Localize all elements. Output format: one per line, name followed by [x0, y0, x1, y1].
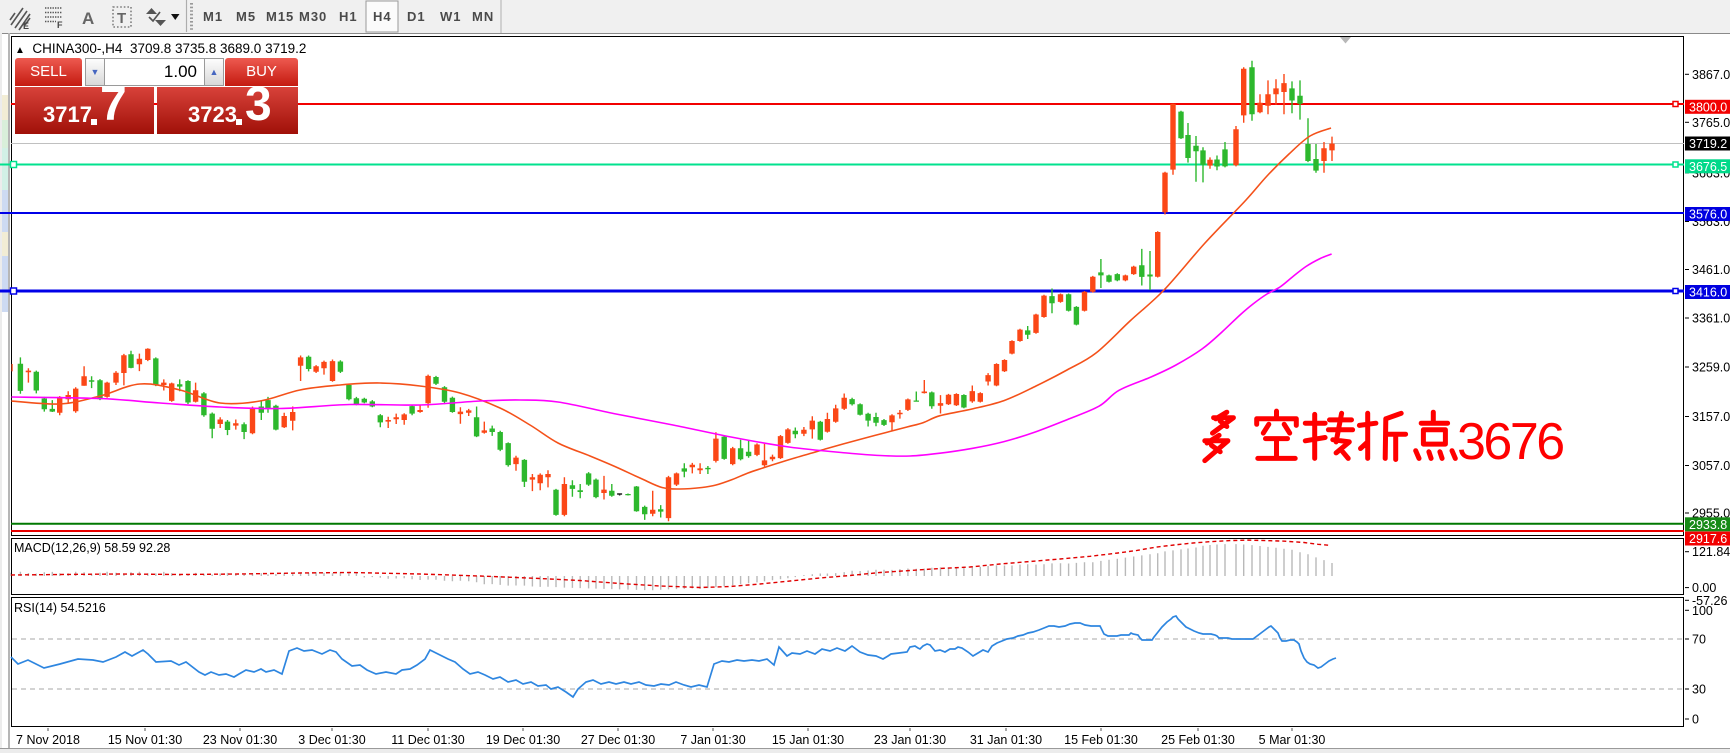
svg-text:A: A: [82, 9, 94, 28]
svg-text:E: E: [23, 21, 29, 31]
svg-text:121.84: 121.84: [1692, 545, 1730, 559]
svg-text:0.00: 0.00: [1692, 581, 1716, 595]
svg-text:3719.2: 3719.2: [1689, 137, 1727, 151]
svg-text:7 Nov 2018: 7 Nov 2018: [16, 733, 80, 747]
svg-text:T: T: [117, 10, 126, 27]
svg-text:2917.6: 2917.6: [1689, 532, 1727, 546]
svg-text:27 Dec 01:30: 27 Dec 01:30: [581, 733, 655, 747]
svg-text:15 Jan 01:30: 15 Jan 01:30: [772, 733, 844, 747]
svg-text:0: 0: [1692, 713, 1699, 727]
svg-text:3765.0: 3765.0: [1692, 116, 1730, 130]
svg-text:3676: 3676: [1457, 413, 1563, 471]
svg-text:23 Nov 01:30: 23 Nov 01:30: [203, 733, 277, 747]
svg-text:15 Feb 01:30: 15 Feb 01:30: [1064, 733, 1138, 747]
svg-text:25 Feb 01:30: 25 Feb 01:30: [1161, 733, 1235, 747]
svg-text:11 Dec 01:30: 11 Dec 01:30: [391, 733, 464, 747]
svg-text:-57.26: -57.26: [1692, 594, 1727, 608]
svg-text:3157.0: 3157.0: [1692, 410, 1730, 424]
svg-text:3 Dec 01:30: 3 Dec 01:30: [298, 733, 365, 747]
svg-text:5 Mar 01:30: 5 Mar 01:30: [1259, 733, 1326, 747]
svg-text:70: 70: [1692, 633, 1706, 647]
svg-text:15 Nov 01:30: 15 Nov 01:30: [108, 733, 182, 747]
svg-text:3800.0: 3800.0: [1689, 100, 1727, 114]
svg-text:3867.0: 3867.0: [1692, 68, 1730, 82]
svg-text:3259.0: 3259.0: [1692, 361, 1730, 375]
svg-text:2933.8: 2933.8: [1689, 518, 1727, 532]
svg-text:19 Dec 01:30: 19 Dec 01:30: [486, 733, 560, 747]
svg-text:3461.0: 3461.0: [1692, 263, 1730, 277]
svg-text:3416.0: 3416.0: [1689, 286, 1727, 300]
svg-text:100: 100: [1692, 604, 1713, 618]
svg-text:31 Jan 01:30: 31 Jan 01:30: [970, 733, 1042, 747]
svg-text:23 Jan 01:30: 23 Jan 01:30: [874, 733, 946, 747]
svg-text:3361.0: 3361.0: [1692, 312, 1730, 326]
svg-text:F: F: [57, 20, 63, 30]
svg-text:3676.5: 3676.5: [1689, 160, 1727, 174]
svg-text:3576.0: 3576.0: [1689, 208, 1727, 222]
svg-text:7 Jan 01:30: 7 Jan 01:30: [680, 733, 745, 747]
svg-text:30: 30: [1692, 683, 1706, 697]
svg-text:3057.0: 3057.0: [1692, 459, 1730, 473]
svg-text:2955.0: 2955.0: [1692, 507, 1730, 521]
